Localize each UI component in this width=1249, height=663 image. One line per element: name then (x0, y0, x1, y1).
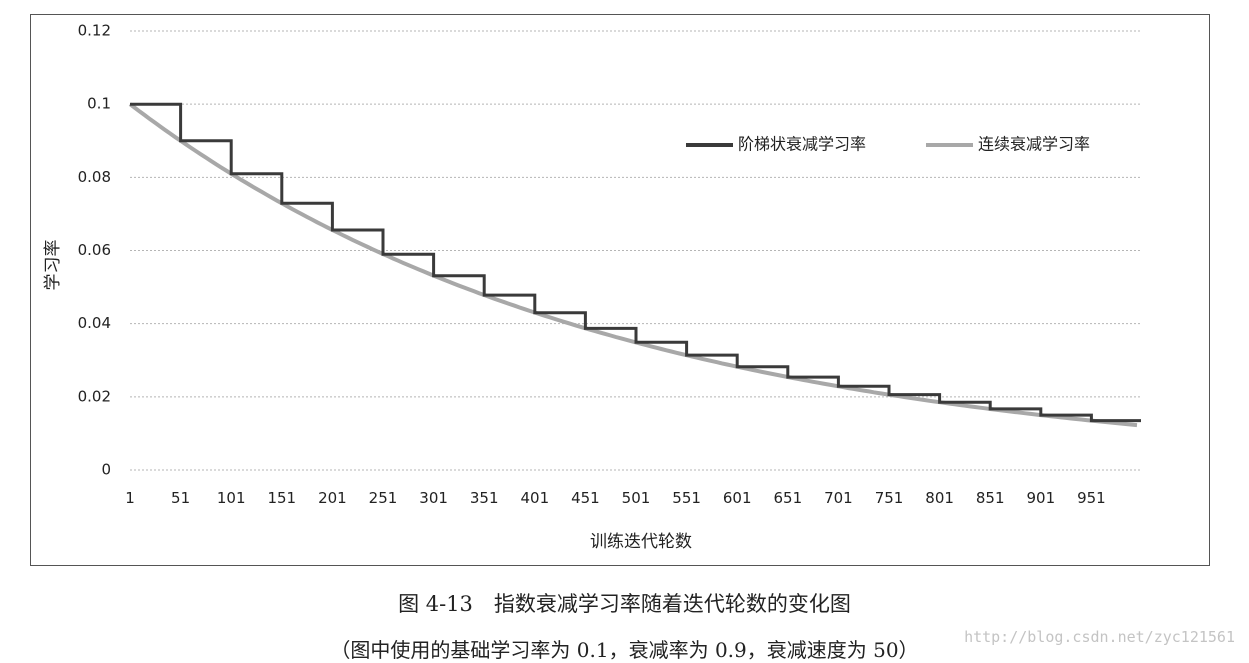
x-tick-label: 401 (520, 489, 549, 507)
legend-label-staircase: 阶梯状衰减学习率 (738, 135, 866, 154)
series-layer (128, 102, 1141, 428)
x-tick-label: 701 (824, 489, 853, 507)
series-line-staircase (130, 102, 1141, 423)
y-tick-label: 0.08 (78, 168, 111, 186)
y-axis-label: 学习率 (43, 240, 63, 291)
x-axis-label: 训练迭代轮数 (590, 532, 692, 552)
x-tick-label: 301 (419, 489, 448, 507)
chart-frame: 0 0.02 0.04 0.06 0.08 0.1 0.12 1 51 101 151 201 251… (30, 14, 1210, 566)
legend-label-smooth: 连续衰减学习率 (978, 135, 1090, 154)
y-tick-label: 0.1 (87, 95, 111, 113)
y-tick-label: 0.12 (78, 22, 111, 40)
x-tick-label: 51 (171, 489, 190, 507)
legend: 阶梯状衰减学习率 连续衰减学习率 (686, 135, 1090, 154)
x-tick-label: 501 (622, 489, 651, 507)
x-tick-label: 251 (369, 489, 398, 507)
x-tick-label: 751 (875, 489, 904, 507)
y-tick-label: 0.06 (78, 241, 111, 259)
x-tick-label: 801 (925, 489, 954, 507)
watermark: http://blog.csdn.net/zyc121561 (964, 628, 1235, 646)
y-tick-labels: 0 0.02 0.04 0.06 0.08 0.1 0.12 (78, 22, 111, 479)
x-tick-label: 351 (470, 489, 499, 507)
x-tick-label: 551 (672, 489, 701, 507)
series-line-smooth (128, 102, 1138, 428)
figure-caption: 图 4-13 指数衰减学习率随着迭代轮数的变化图 (398, 592, 851, 616)
x-tick-label: 901 (1026, 489, 1055, 507)
x-tick-label: 651 (773, 489, 802, 507)
figure-caption-note: （图中使用的基础学习率为 0.1，衰减率为 0.9，衰减速度为 50） (330, 638, 919, 662)
y-tick-label: 0 (101, 461, 111, 479)
x-tick-label: 201 (318, 489, 347, 507)
x-tick-label: 851 (976, 489, 1005, 507)
x-tick-label: 951 (1077, 489, 1106, 507)
grid-layer (130, 30, 1141, 471)
x-tick-label: 1 (125, 489, 135, 507)
x-tick-labels: 1 51 101 151 201 251 301 351 401 451 501 551 601 651 7… (125, 489, 1106, 507)
y-tick-label: 0.02 (78, 387, 111, 405)
x-tick-label: 451 (571, 489, 600, 507)
x-tick-label: 101 (217, 489, 246, 507)
x-tick-label: 601 (723, 489, 752, 507)
x-tick-label: 151 (267, 489, 296, 507)
y-tick-label: 0.04 (78, 314, 111, 332)
learning-rate-chart: 00.020.040.060.080.10.12 1 51 101 151 201 251… (43, 22, 1141, 552)
